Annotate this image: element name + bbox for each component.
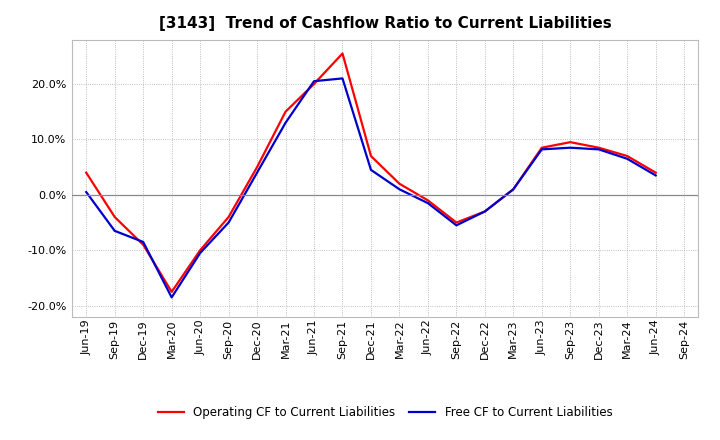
Free CF to Current Liabilities xyxy=(167,295,176,300)
Operating CF to Current Liabilities xyxy=(338,51,347,56)
Operating CF to Current Liabilities xyxy=(110,214,119,220)
Title: [3143]  Trend of Cashflow Ratio to Current Liabilities: [3143] Trend of Cashflow Ratio to Curren… xyxy=(159,16,611,32)
Operating CF to Current Liabilities xyxy=(82,170,91,175)
Operating CF to Current Liabilities xyxy=(452,220,461,225)
Free CF to Current Liabilities xyxy=(310,78,318,84)
Free CF to Current Liabilities xyxy=(139,239,148,245)
Operating CF to Current Liabilities xyxy=(623,154,631,159)
Free CF to Current Liabilities xyxy=(480,209,489,214)
Free CF to Current Liabilities xyxy=(196,250,204,256)
Free CF to Current Liabilities xyxy=(452,223,461,228)
Operating CF to Current Liabilities xyxy=(366,154,375,159)
Free CF to Current Liabilities xyxy=(110,228,119,234)
Operating CF to Current Liabilities xyxy=(423,198,432,203)
Free CF to Current Liabilities xyxy=(225,220,233,225)
Operating CF to Current Liabilities xyxy=(652,170,660,175)
Free CF to Current Liabilities xyxy=(366,167,375,172)
Operating CF to Current Liabilities xyxy=(566,139,575,145)
Free CF to Current Liabilities xyxy=(338,76,347,81)
Operating CF to Current Liabilities xyxy=(310,81,318,87)
Free CF to Current Liabilities xyxy=(82,189,91,194)
Operating CF to Current Liabilities xyxy=(196,248,204,253)
Operating CF to Current Liabilities xyxy=(509,187,518,192)
Legend: Operating CF to Current Liabilities, Free CF to Current Liabilities: Operating CF to Current Liabilities, Fre… xyxy=(158,406,613,419)
Operating CF to Current Liabilities xyxy=(480,209,489,214)
Free CF to Current Liabilities xyxy=(652,173,660,178)
Operating CF to Current Liabilities xyxy=(253,165,261,170)
Free CF to Current Liabilities xyxy=(423,201,432,206)
Free CF to Current Liabilities xyxy=(566,145,575,150)
Free CF to Current Liabilities xyxy=(595,147,603,152)
Free CF to Current Liabilities xyxy=(395,187,404,192)
Line: Free CF to Current Liabilities: Free CF to Current Liabilities xyxy=(86,78,656,297)
Line: Operating CF to Current Liabilities: Operating CF to Current Liabilities xyxy=(86,53,656,292)
Operating CF to Current Liabilities xyxy=(167,289,176,294)
Free CF to Current Liabilities xyxy=(282,120,290,125)
Free CF to Current Liabilities xyxy=(509,187,518,192)
Free CF to Current Liabilities xyxy=(623,156,631,161)
Operating CF to Current Liabilities xyxy=(595,145,603,150)
Free CF to Current Liabilities xyxy=(253,170,261,175)
Operating CF to Current Liabilities xyxy=(282,109,290,114)
Operating CF to Current Liabilities xyxy=(537,145,546,150)
Operating CF to Current Liabilities xyxy=(225,214,233,220)
Operating CF to Current Liabilities xyxy=(395,181,404,187)
Free CF to Current Liabilities xyxy=(537,147,546,152)
Operating CF to Current Liabilities xyxy=(139,242,148,247)
